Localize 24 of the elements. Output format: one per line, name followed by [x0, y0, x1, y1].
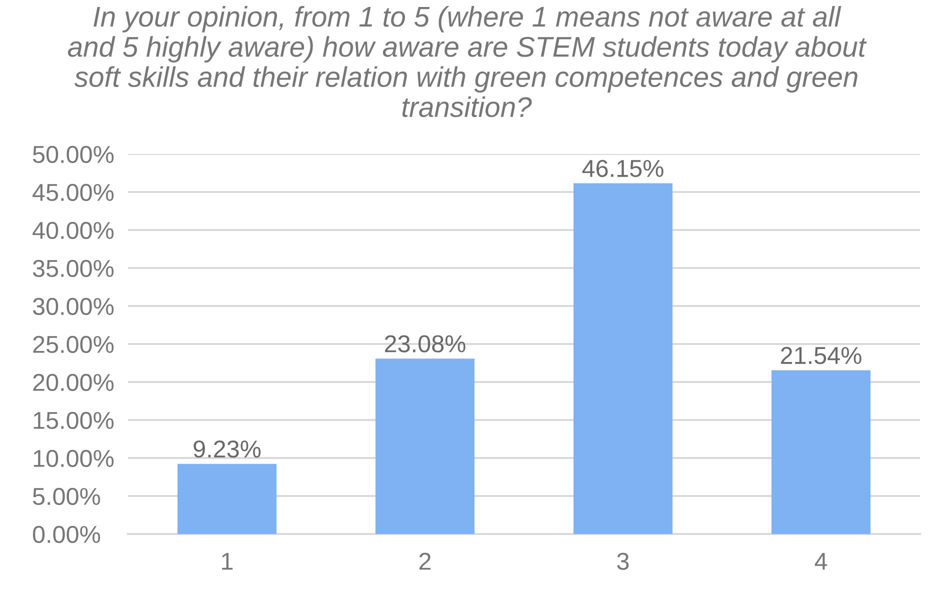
y-tick-label: 40.00%: [32, 222, 114, 240]
y-tick-label: 25.00%: [33, 336, 114, 354]
x-tick-label: 3: [617, 552, 629, 570]
chart-title: In your opinion, from 1 to 5 (where 1 means not aware at all and 5 highly aware) how aware are STEM students today about soft skills and their relation with green competences and green transition?: [68, 6, 867, 118]
x-tick-label: 2: [419, 552, 431, 570]
data-label: 9.23%: [194, 440, 261, 458]
data-label: 23.08%: [385, 335, 466, 352]
y-tick-label: 35.00%: [32, 260, 114, 278]
y-tick-label: 10.00%: [34, 450, 114, 468]
data-label: 21.54%: [781, 346, 862, 364]
x-tick-label: 4: [814, 552, 828, 570]
y-tick-label: 5.00%: [32, 488, 100, 506]
y-tick-label: 0.00%: [32, 526, 100, 544]
y-tick-label: 20.00%: [33, 374, 114, 392]
y-tick-label: 30.00%: [32, 298, 114, 316]
x-tick-label: 1: [222, 552, 233, 570]
data-label: 46.15%: [582, 160, 664, 178]
bar: [178, 464, 276, 534]
y-tick-label: 50.00%: [32, 146, 114, 164]
y-tick-label: 15.00%: [34, 412, 114, 430]
y-tick-label: 45.00%: [32, 184, 114, 202]
bar: [574, 183, 672, 534]
bar: [772, 370, 870, 534]
bar: [376, 358, 474, 534]
